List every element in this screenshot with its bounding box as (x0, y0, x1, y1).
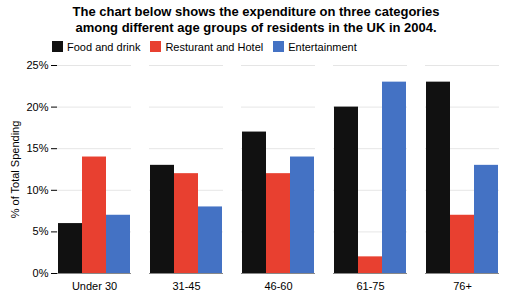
svg-text:46-60: 46-60 (264, 280, 292, 292)
svg-text:31-45: 31-45 (172, 280, 200, 292)
svg-text:0%: 0% (33, 267, 49, 279)
svg-text:20%: 20% (26, 100, 48, 112)
html-text:The chart below shows the expe: The chart below shows the expenditure on… (72, 4, 440, 36)
svg-text:10%: 10% (26, 183, 48, 195)
svg-text:25%: 25% (26, 59, 48, 71)
html-text:Resturant and Hotel: Resturant and Hotel (165, 40, 264, 53)
svg-text:76+: 76+ (453, 280, 472, 292)
svg-text:15%: 15% (26, 142, 48, 154)
svg-text:5%: 5% (33, 225, 49, 237)
html-text:Entertainment: Entertainment (288, 40, 357, 53)
svg-text:61-75: 61-75 (356, 280, 384, 292)
svg-text:Under 30: Under 30 (72, 280, 117, 292)
html-text:Food and drink: Food and drink (67, 40, 141, 53)
svg-text:% of Total Spending: % of Total Spending (9, 120, 21, 218)
